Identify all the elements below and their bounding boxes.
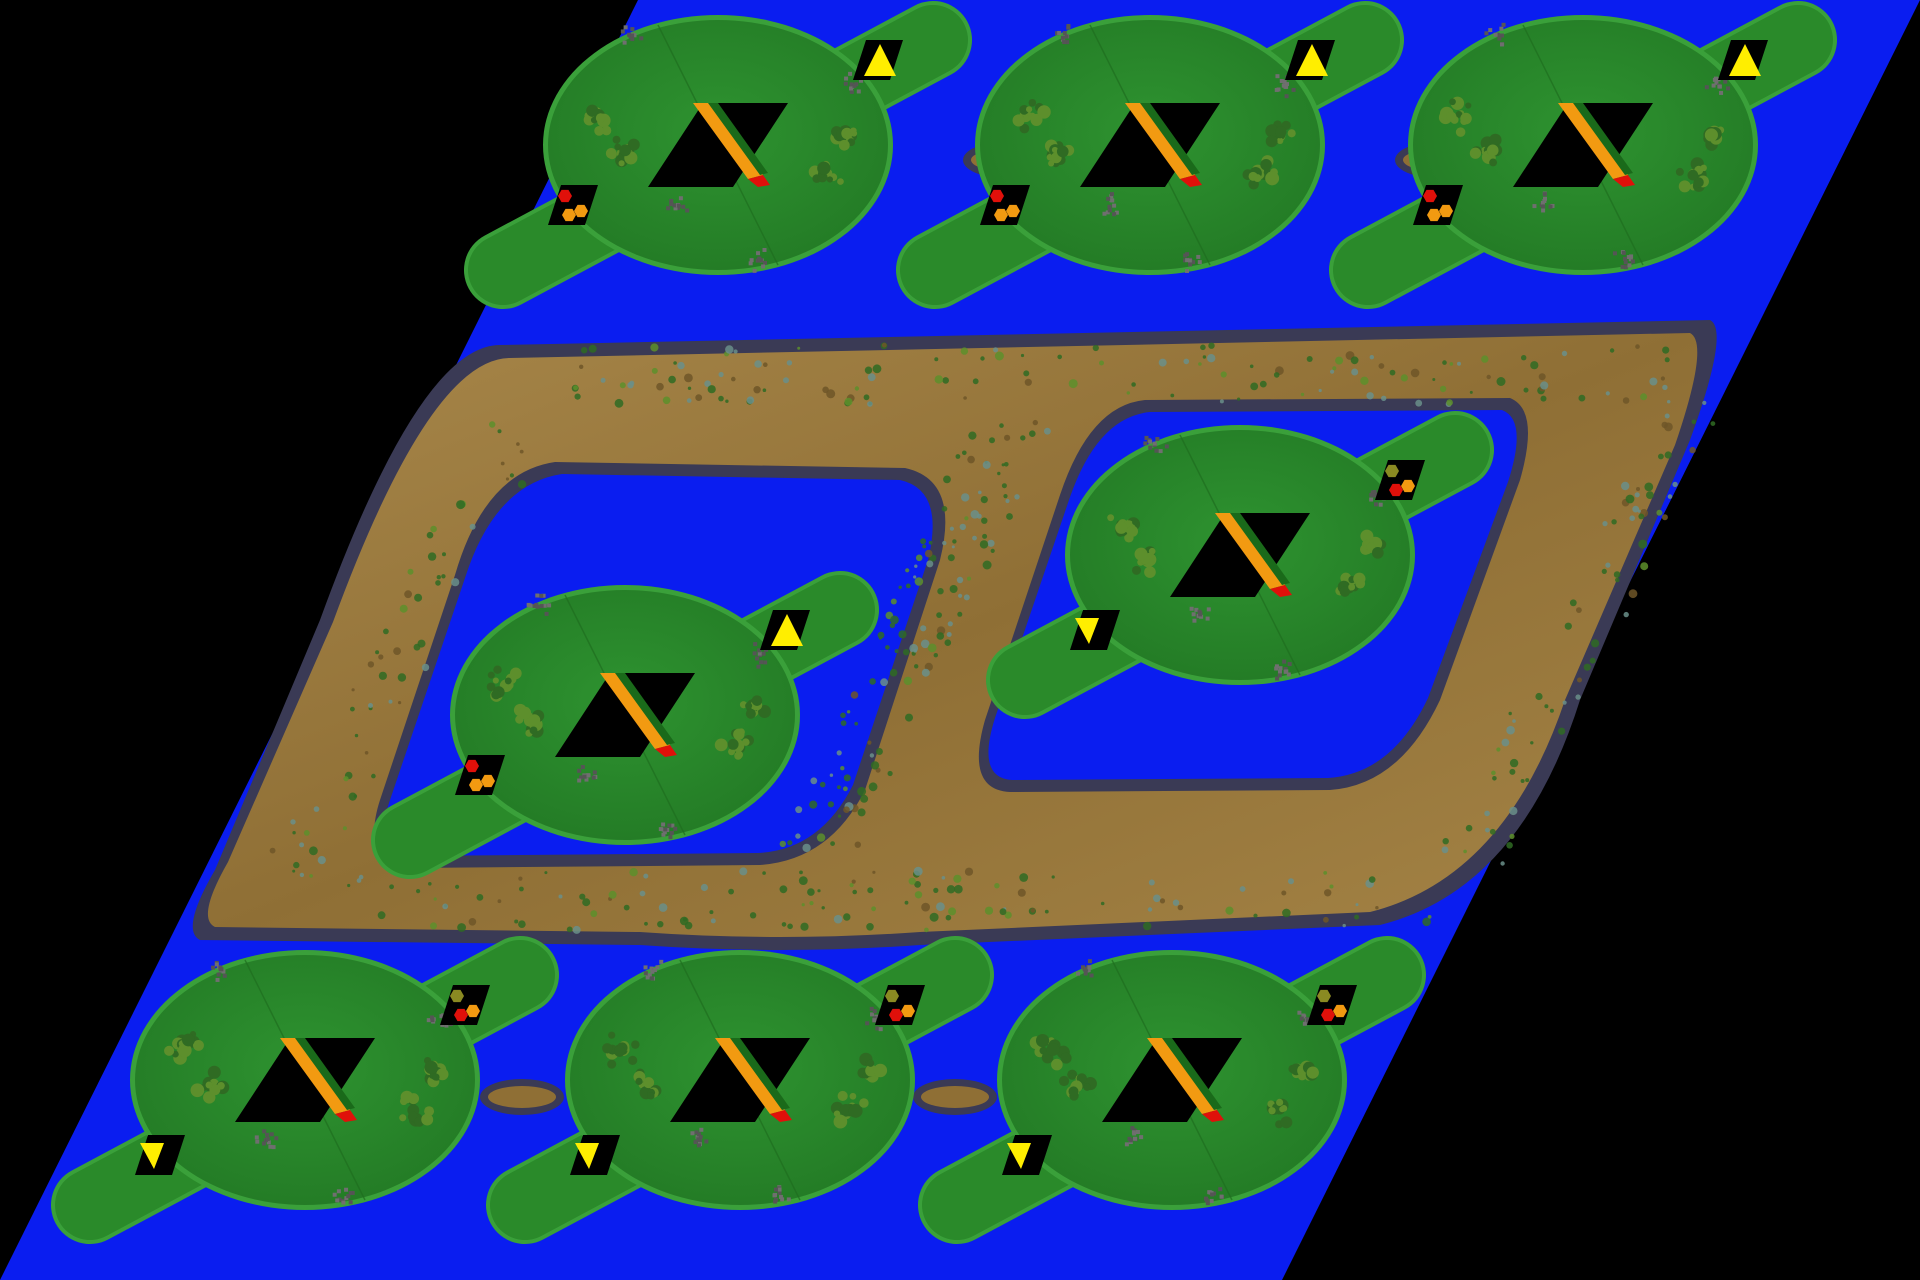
forest-patch-icon (1265, 120, 1296, 148)
forest-patch-icon (513, 703, 545, 738)
forest-patch-icon (1132, 546, 1157, 578)
forest-patch-icon (164, 1031, 204, 1065)
yellow-triangle-marker-icon[interactable] (570, 1135, 620, 1175)
start-base-icon[interactable] (1102, 1038, 1242, 1122)
rock-field-icon (748, 247, 767, 273)
rock-field-icon (1102, 192, 1119, 217)
resource-hex-cluster-icon[interactable] (1375, 460, 1425, 500)
rock-field-icon (666, 196, 690, 213)
start-base-icon[interactable] (1170, 513, 1310, 597)
rock-field-icon (1124, 1126, 1144, 1147)
island[interactable] (371, 571, 879, 879)
forest-patch-icon (424, 1056, 449, 1088)
rock-field-icon (211, 960, 227, 982)
forest-patch-icon (1288, 1060, 1319, 1081)
start-base-icon[interactable] (555, 673, 695, 757)
yellow-triangle-marker-icon[interactable] (135, 1135, 185, 1175)
rock-field-icon (1484, 22, 1506, 47)
rock-field-icon (690, 1127, 709, 1148)
yellow-triangle-marker-icon[interactable] (1070, 610, 1120, 650)
resource-hex-cluster-icon[interactable] (1413, 185, 1463, 225)
rock-field-icon (643, 959, 664, 981)
forest-patch-icon (1469, 133, 1503, 167)
forest-patch-icon (190, 1065, 230, 1104)
forest-patch-icon (739, 695, 771, 719)
island[interactable] (51, 936, 559, 1244)
mud-vegetation (269, 342, 1716, 934)
resource-hex-cluster-icon[interactable] (440, 985, 490, 1025)
island[interactable] (486, 936, 994, 1244)
forest-patch-icon (1360, 529, 1387, 559)
rock-field-icon (1055, 24, 1071, 45)
yellow-triangle-marker-icon[interactable] (1285, 40, 1335, 80)
forest-patch-icon (1335, 572, 1366, 597)
forest-patch-icon (486, 665, 522, 702)
resource-hex-cluster-icon[interactable] (875, 985, 925, 1025)
forest-patch-icon (857, 1052, 888, 1083)
rock-field-icon (1369, 489, 1386, 507)
forest-patch-icon (1107, 514, 1141, 543)
yellow-triangle-marker-icon[interactable] (760, 610, 810, 650)
yellow-triangle-marker-icon[interactable] (1718, 40, 1768, 80)
start-base-icon[interactable] (1080, 103, 1220, 187)
rock-field-icon (577, 765, 598, 783)
island[interactable] (464, 1, 972, 309)
rock-field-icon (620, 25, 644, 45)
start-base-icon[interactable] (1513, 103, 1653, 187)
rock-field-icon (526, 593, 552, 616)
forest-patch-icon (1012, 98, 1051, 134)
forest-patch-icon (583, 104, 612, 136)
start-base-icon[interactable] (670, 1038, 810, 1122)
forest-patch-icon (602, 1031, 640, 1069)
rock-field-icon (332, 1187, 355, 1205)
forest-patch-icon (1029, 1033, 1072, 1071)
forest-patch-icon (1438, 96, 1472, 137)
forest-patch-icon (1703, 125, 1725, 151)
start-base-icon[interactable] (648, 103, 788, 187)
forest-patch-icon (1044, 139, 1075, 168)
island[interactable] (986, 411, 1494, 719)
yellow-triangle-marker-icon[interactable] (853, 40, 903, 80)
forest-patch-icon (1675, 157, 1709, 193)
island[interactable] (1329, 1, 1837, 309)
forest-patch-icon (808, 160, 844, 185)
rock-field-icon (1274, 659, 1292, 681)
island[interactable] (918, 936, 1426, 1244)
rock-field-icon (254, 1129, 279, 1150)
rock-field-icon (1612, 250, 1635, 270)
forest-patch-icon (1266, 1098, 1293, 1129)
rock-field-icon (772, 1185, 791, 1204)
rock-field-icon (1183, 252, 1202, 274)
rock-field-icon (1532, 191, 1555, 213)
forest-patch-icon (830, 1090, 869, 1129)
start-base-icon[interactable] (235, 1038, 375, 1122)
rock-field-icon (1076, 959, 1094, 978)
forest-patch-icon (399, 1090, 435, 1127)
rock-field-icon (1189, 606, 1211, 623)
resource-hex-cluster-icon[interactable] (455, 755, 505, 795)
resource-hex-cluster-icon[interactable] (980, 185, 1030, 225)
forest-patch-icon (605, 135, 640, 168)
yellow-triangle-marker-icon[interactable] (1002, 1135, 1052, 1175)
player-islands (51, 1, 1837, 1244)
forest-patch-icon (830, 125, 858, 151)
island[interactable] (896, 1, 1404, 309)
rock-field-icon (1143, 435, 1169, 454)
forest-patch-icon (714, 728, 754, 760)
rock-field-icon (1203, 1187, 1224, 1206)
rock-field-icon (658, 822, 678, 840)
resource-hex-cluster-icon[interactable] (548, 185, 598, 225)
forest-patch-icon (633, 1068, 662, 1100)
forest-patch-icon (1058, 1069, 1097, 1101)
forest-patch-icon (1242, 155, 1280, 190)
resource-hex-cluster-icon[interactable] (1307, 985, 1357, 1025)
